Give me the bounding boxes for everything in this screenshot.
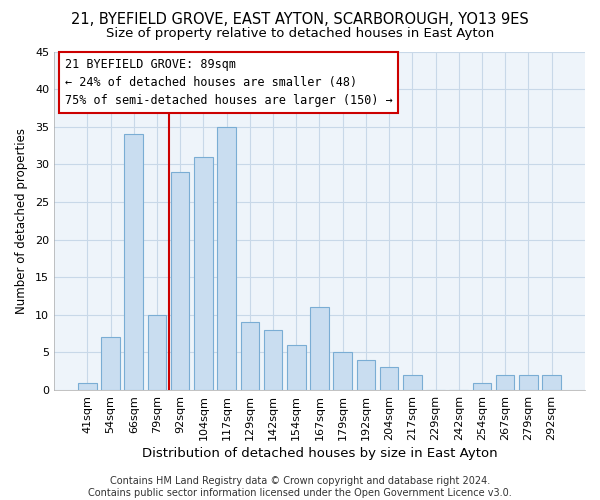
Bar [264, 330, 283, 390]
Text: Size of property relative to detached houses in East Ayton: Size of property relative to detached ho… [106, 28, 494, 40]
Bar [496, 375, 514, 390]
Bar [287, 345, 305, 390]
Text: 21 BYEFIELD GROVE: 89sqm
← 24% of detached houses are smaller (48)
75% of semi-d: 21 BYEFIELD GROVE: 89sqm ← 24% of detach… [65, 58, 392, 108]
Bar [356, 360, 375, 390]
Bar [542, 375, 561, 390]
Bar [124, 134, 143, 390]
Y-axis label: Number of detached properties: Number of detached properties [15, 128, 28, 314]
Bar [403, 375, 422, 390]
Bar [148, 315, 166, 390]
Bar [194, 157, 212, 390]
Bar [473, 382, 491, 390]
Bar [78, 382, 97, 390]
Text: Contains HM Land Registry data © Crown copyright and database right 2024.
Contai: Contains HM Land Registry data © Crown c… [88, 476, 512, 498]
Text: 21, BYEFIELD GROVE, EAST AYTON, SCARBOROUGH, YO13 9ES: 21, BYEFIELD GROVE, EAST AYTON, SCARBORO… [71, 12, 529, 28]
Bar [217, 126, 236, 390]
Bar [241, 322, 259, 390]
Bar [101, 338, 120, 390]
Bar [519, 375, 538, 390]
X-axis label: Distribution of detached houses by size in East Ayton: Distribution of detached houses by size … [142, 447, 497, 460]
Bar [334, 352, 352, 390]
Bar [380, 368, 398, 390]
Bar [171, 172, 190, 390]
Bar [310, 308, 329, 390]
